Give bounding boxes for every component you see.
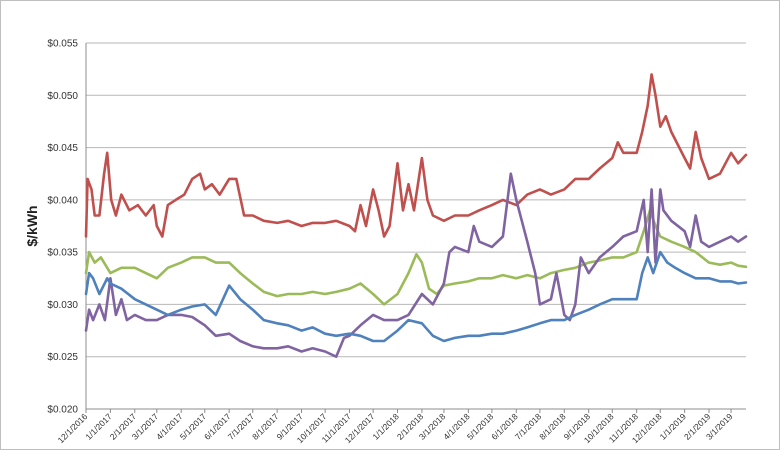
series-line-1 [84, 73, 748, 238]
y-axis-title: $/kWh [24, 205, 40, 246]
series-line-3 [84, 172, 748, 359]
y-axis-ticks: $0.020 $0.025 $0.030 $0.035 $0.040 $0.045 $0.0… [47, 39, 78, 416]
y-tick-label: $0.050 [47, 91, 78, 102]
y-tick-label: $0.025 [47, 352, 78, 363]
series-lines [84, 73, 748, 359]
y-tick-label: $0.020 [47, 405, 78, 416]
y-tick-label: $0.035 [47, 248, 78, 259]
series-line-2 [84, 209, 748, 306]
y-tick-label: $0.045 [47, 143, 78, 154]
x-axis-ticks: 12/1/20161/1/20172/1/20173/1/20174/1/201… [56, 409, 735, 445]
x-tick-label: 12/1/2016 [56, 411, 90, 445]
series-line-4 [84, 250, 748, 343]
y-tick-label: $0.055 [47, 39, 78, 50]
y-tick-label: $0.030 [47, 300, 78, 311]
y-tick-label: $0.040 [47, 195, 78, 206]
